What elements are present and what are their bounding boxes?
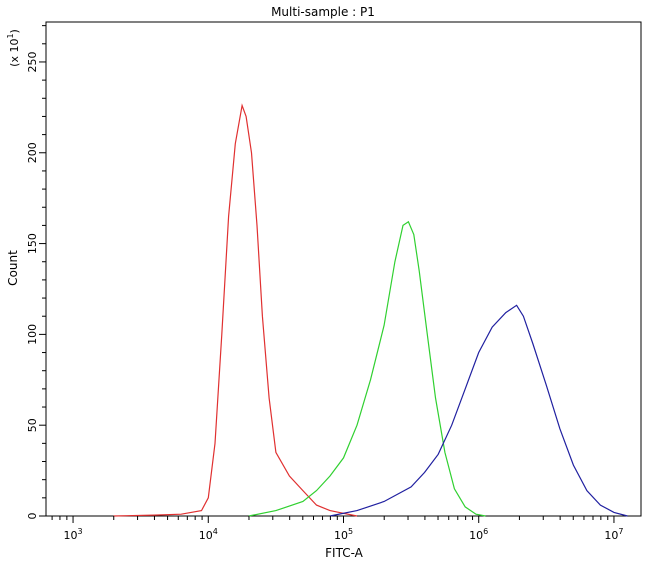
y-axis-label: Count <box>6 250 20 286</box>
y-multiplier-label: (x 101) <box>6 29 21 67</box>
y-axis: 0 50 100 150 200 250 <box>26 25 46 520</box>
x-tick-base: 10 <box>63 529 77 542</box>
y-tick-label: 250 <box>26 51 39 72</box>
x-tick-exp: 3 <box>77 527 82 536</box>
chart-title: Multi-sample : P1 <box>271 5 375 19</box>
y-tick-label: 100 <box>26 324 39 345</box>
x-tick-label: 106 <box>469 527 488 542</box>
x-axis-label: FITC-A <box>325 546 364 560</box>
y-tick-label: 200 <box>26 142 39 163</box>
x-tick-label: 105 <box>334 527 353 542</box>
x-tick-label: 104 <box>199 527 218 542</box>
x-tick-exp: 4 <box>213 527 218 536</box>
x-tick-exp: 5 <box>348 527 353 536</box>
x-tick-exp: 7 <box>618 527 623 536</box>
x-tick-base: 10 <box>469 529 483 542</box>
series-curve-2 <box>248 220 486 517</box>
y-tick-label: 150 <box>26 233 39 254</box>
plot-frame <box>45 21 642 517</box>
y-multiplier-close: ) <box>8 29 21 33</box>
y-multiplier-text: (x 10 <box>8 39 21 67</box>
x-tick-exp: 6 <box>483 527 488 536</box>
x-tick-base: 10 <box>199 529 213 542</box>
y-multiplier-exp: 1 <box>6 33 15 38</box>
x-tick-base: 10 <box>334 529 348 542</box>
x-tick-base: 10 <box>604 529 618 542</box>
x-tick-label: 107 <box>604 527 623 542</box>
x-axis: 103 104 105 106 107 <box>51 516 624 542</box>
y-tick-label: 50 <box>26 418 39 432</box>
series-curve-1 <box>113 103 358 517</box>
series-curve-3 <box>329 304 628 517</box>
x-tick-label: 103 <box>63 527 82 542</box>
series-group <box>113 103 628 517</box>
y-tick-label: 0 <box>26 513 39 520</box>
